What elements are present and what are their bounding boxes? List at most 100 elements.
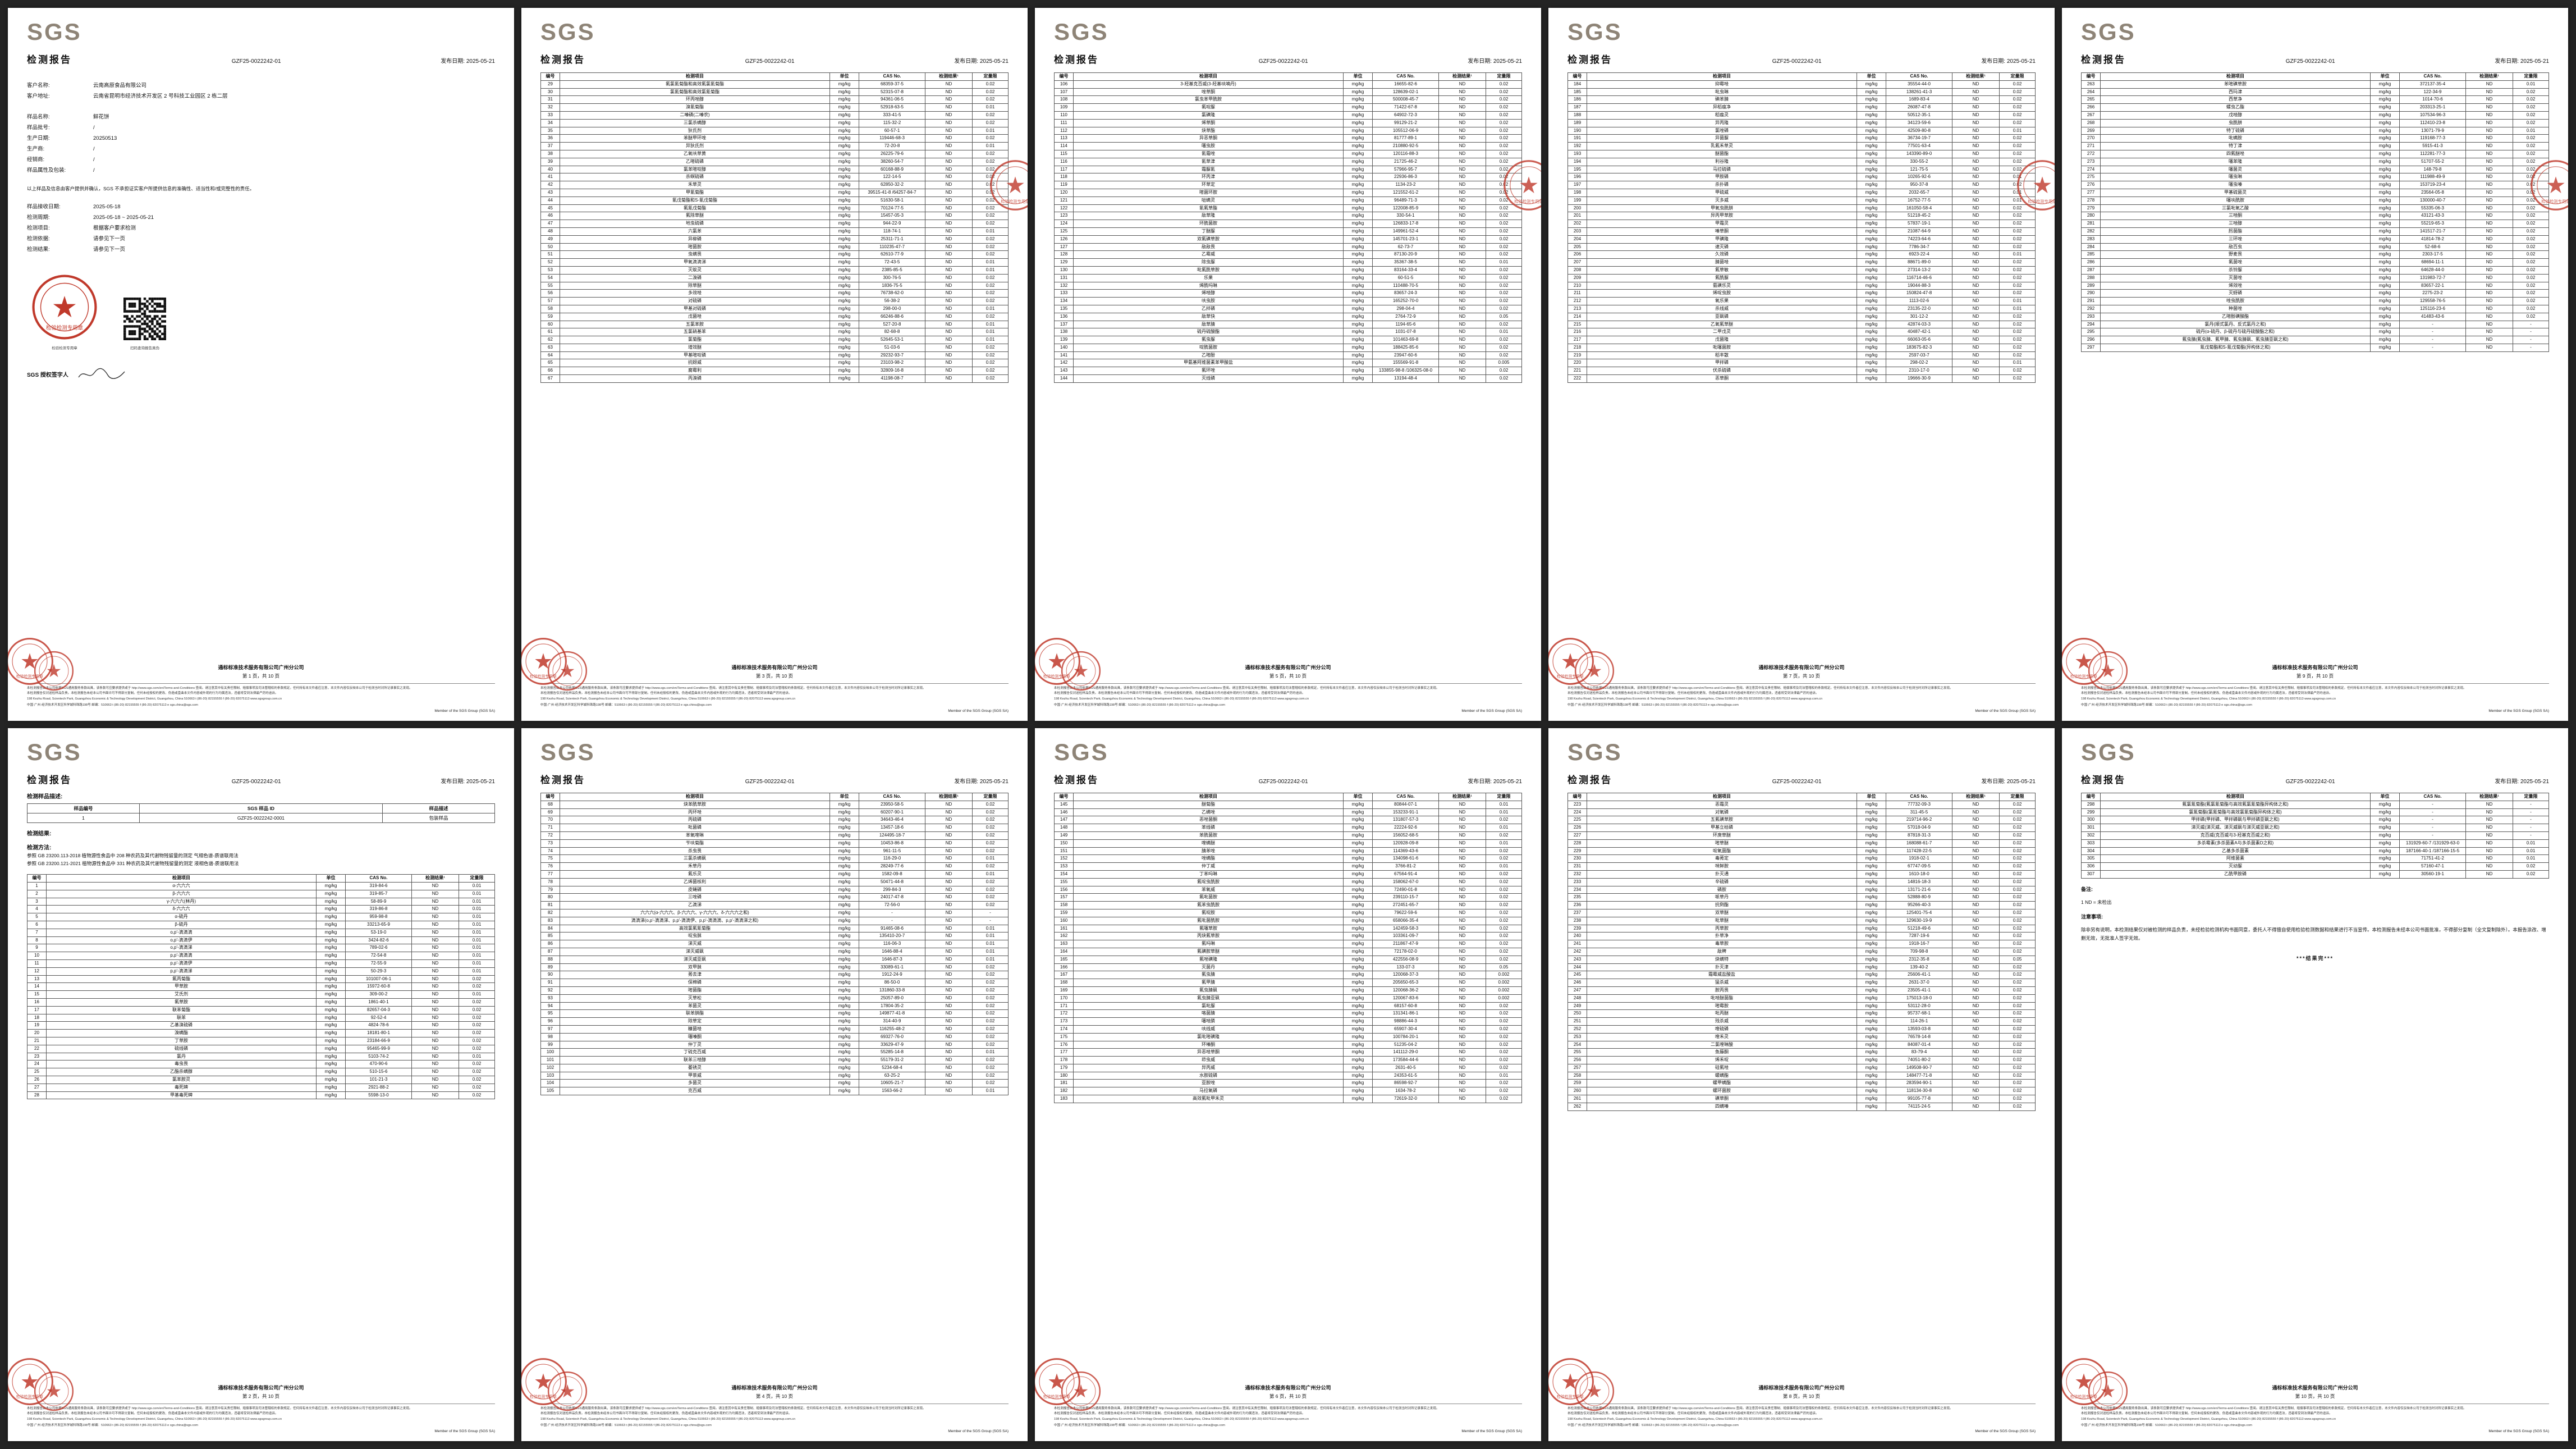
row-no: 163 — [1054, 940, 1074, 948]
cas-no: 86-50-0 — [859, 979, 925, 987]
loq: 0.02 — [1999, 336, 2036, 344]
row-no: 172 — [1054, 1009, 1074, 1018]
row-no: 66 — [540, 367, 560, 376]
result: ND — [925, 312, 973, 321]
column-header: 单位 — [829, 793, 859, 801]
row-no: 188 — [1567, 111, 1587, 120]
loq: 0.02 — [1999, 103, 2036, 112]
unit: mg/kg — [829, 196, 859, 205]
table-row: 75 三氯杀螨砜 mg/kg 116-29-0 ND 0.01 — [540, 854, 1009, 863]
loq: 0.01 — [459, 990, 495, 999]
footer-legal-2: 本检测报告仅对送检样品负责。本检测报告未经本公司书面许可不得部分复制。任何未经授… — [1567, 691, 1819, 695]
table-row: 272 四氟醚唑 mg/kg 112281-77-3 ND 0.02 — [2081, 149, 2549, 158]
loq: 0.01 — [459, 928, 495, 937]
result: ND — [925, 336, 973, 344]
item-name: 环丙津 — [1073, 173, 1344, 182]
result: ND — [1952, 971, 2000, 980]
result: ND — [1952, 963, 2000, 972]
result: ND — [2465, 824, 2513, 832]
loq: 0.02 — [1999, 227, 2036, 236]
column-header: 检测项目 — [1587, 72, 1857, 81]
item-name: 丙草胺 — [1587, 924, 1857, 933]
unit: mg/kg — [829, 188, 859, 197]
column-header: CAS No. — [859, 72, 925, 81]
unit: mg/kg — [1857, 808, 1886, 817]
result: ND — [1952, 289, 2000, 298]
item-name: 氟吡菌酰胺 — [1073, 916, 1344, 925]
cas-no: 19044-88-3 — [1886, 281, 1952, 290]
table-row: 91 保棉磷 mg/kg 86-50-0 ND 0.02 — [540, 979, 1009, 987]
row-no: 57 — [540, 297, 560, 305]
field-value: 云南省昆明市经济技术开发区 2 号科技工业园区 2 栋二层 — [93, 93, 228, 99]
item-name: 唑草酮 — [1073, 88, 1344, 97]
loq: 0.002 — [1486, 994, 1522, 1003]
result: ND — [1952, 955, 2000, 964]
cas-no: 944-22-9 — [859, 220, 925, 228]
cas-no: 52-68-6 — [2399, 243, 2466, 252]
issue-date: 发布日期: 2025-05-21 — [954, 779, 1009, 785]
cas-no: 239110-15-7 — [1372, 893, 1439, 902]
cas-no: 709-98-8 — [1886, 947, 1952, 956]
result: ND — [411, 982, 459, 991]
loq: 0.02 — [1999, 235, 2036, 244]
unit: mg/kg — [316, 967, 346, 976]
row-no: 186 — [1567, 95, 1587, 104]
cas-no: 82657-04-3 — [345, 1005, 412, 1014]
unit: mg/kg — [1343, 901, 1373, 909]
result: ND — [925, 212, 973, 221]
sgs-logo: SGS — [2081, 19, 2136, 45]
unit: mg/kg — [2370, 95, 2400, 104]
item-name: 乙基多杀菌素 — [2100, 847, 2371, 856]
unit: mg/kg — [1343, 1071, 1373, 1080]
unit: mg/kg — [2370, 862, 2400, 871]
row-no: 235 — [1567, 893, 1587, 902]
row-no: 288 — [2081, 273, 2101, 282]
authorized-signer-line: SGS 授权签字人 — [27, 367, 495, 383]
footer-address-cn: 中国·广州·经济技术开发区科学城科珠路198号 邮编：510663 t (86-… — [2081, 1424, 2252, 1427]
result: ND — [1952, 932, 2000, 941]
unit: mg/kg — [1343, 304, 1373, 313]
loq: 0.02 — [1486, 118, 1522, 127]
unit: mg/kg — [2370, 181, 2400, 189]
issue-date: 发布日期: 2025-05-21 — [1981, 58, 2036, 65]
page-footer: 通标标准技术服务有限公司广州分公司第 5 页，共 10 页本检测报告由本公司依据… — [1054, 664, 1522, 713]
item-name: 氟啶胺 — [1073, 908, 1344, 917]
result: ND — [411, 967, 459, 976]
table-row: 277 甲基硫菌灵 mg/kg 23564-05-8 ND 0.02 — [2081, 188, 2549, 197]
lab-company-name: 通标标准技术服务有限公司广州分公司 — [218, 665, 304, 671]
table-row: 247 胺丙畏 mg/kg 23505-41-1 ND 0.02 — [1567, 986, 2036, 995]
result: ND — [925, 862, 973, 871]
footer-address-en: 198 Kezhu Road, Scientech Park, Guangzho… — [1054, 1418, 1309, 1421]
cas-no: 66246-88-6 — [859, 312, 925, 321]
cas-no: 149877-41-8 — [859, 1009, 925, 1018]
unit: mg/kg — [1857, 142, 1886, 150]
result: ND — [2465, 118, 2513, 127]
item-name: 烯禾啶 — [1587, 1056, 1857, 1064]
unit: mg/kg — [829, 126, 859, 135]
item-name: 嘧霉胺 — [1587, 1002, 1857, 1011]
cas-no: - — [2399, 824, 2466, 832]
result: ND — [2465, 188, 2513, 197]
result: ND — [2465, 258, 2513, 267]
table-row: 202 甲霜灵 mg/kg 57837-19-1 ND 0.02 — [1567, 220, 2036, 228]
result: ND — [925, 243, 973, 252]
result: ND — [1952, 1063, 2000, 1072]
loq: 0.02 — [972, 111, 1009, 120]
row-no: 167 — [1054, 971, 1074, 980]
item-name: 联苯肼酯 — [560, 1009, 830, 1018]
item-name: 糠菌唑 — [560, 1025, 830, 1034]
table-row: 55 除草醚 mg/kg 1836-75-5 ND 0.02 — [540, 281, 1009, 290]
inspection-seal: 检验检测专用章 检验检测专用章 — [31, 274, 98, 350]
result: ND — [925, 1071, 973, 1080]
table-row: 238 吡草醚 mg/kg 129630-19-9 ND 0.02 — [1567, 916, 2036, 925]
loq: 0.02 — [1486, 134, 1522, 143]
loq: 0.02 — [1486, 1095, 1522, 1103]
loq: 0.02 — [1486, 1002, 1522, 1011]
row-no: 60 — [540, 320, 560, 329]
notice-title: 注意事项: — [2081, 914, 2103, 920]
cas-no: 99129-21-2 — [1372, 118, 1439, 127]
result: ND — [1438, 924, 1486, 933]
test-results-title: 检测结果: — [27, 831, 52, 837]
result: ND — [2465, 157, 2513, 166]
cas-no: 57966-95-7 — [1372, 165, 1439, 174]
